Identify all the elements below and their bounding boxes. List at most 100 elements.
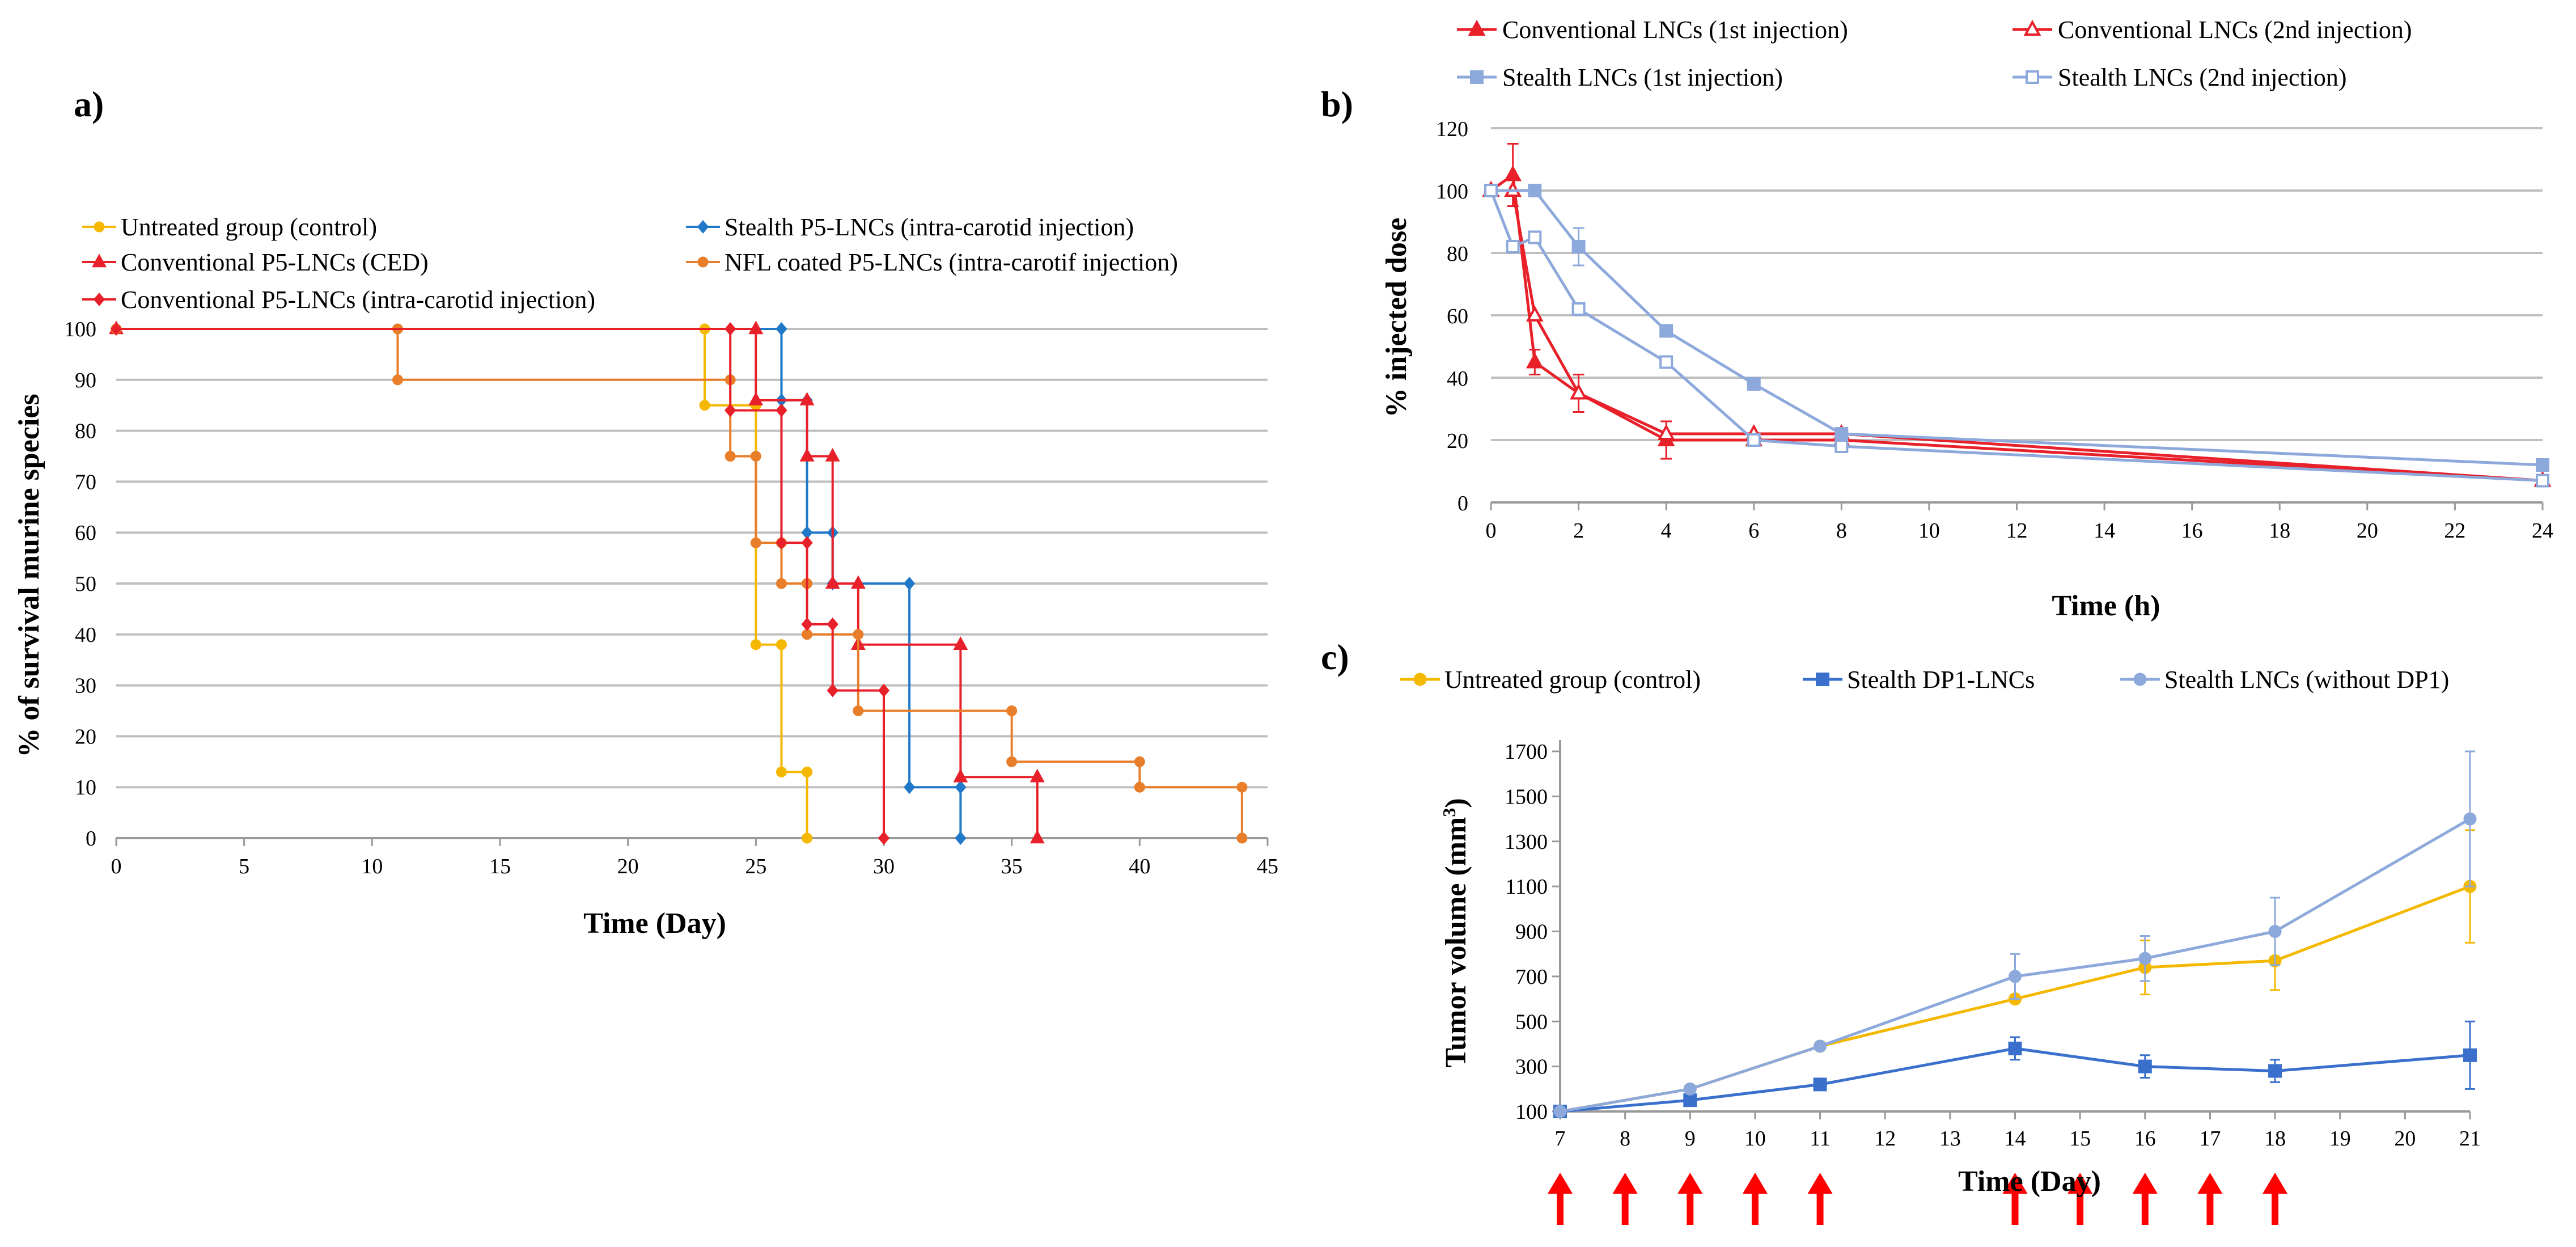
panel-a-point-nfl: [750, 537, 761, 548]
injection-arrow-icon: [1612, 1173, 1638, 1194]
injection-arrow-icon: [1742, 1173, 1768, 1194]
panel-c-x-tick-label: 11: [1810, 1127, 1831, 1151]
panel-c-y-tick-label: 500: [1515, 1010, 1548, 1034]
panel-c-legend-marker-stealth_dp1: [1816, 673, 1829, 686]
panel-a-x-tick-label: 15: [489, 855, 511, 878]
panel-c-point-stealth_dp1: [2008, 1041, 2022, 1055]
panel-b-point-stealth2: [1484, 184, 1498, 197]
panel-a-point-conventional_ced: [748, 320, 764, 335]
panel-b-x-axis-title: Time (h): [2052, 590, 2160, 622]
panel-a-y-tick-label: 100: [64, 318, 96, 341]
panel-a-point-conventional_ced: [799, 447, 815, 462]
panel-a-x-tick-label: 5: [239, 855, 249, 878]
panel-c-x-tick-label: 10: [1744, 1127, 1766, 1151]
panel-c-point-stealth_dp1: [2463, 1048, 2477, 1062]
panel-a-point-nfl: [776, 578, 787, 589]
panel-c-series: [1553, 750, 2477, 1118]
panel-c-x-tick-label: 7: [1555, 1127, 1566, 1151]
panel-b-y-tick-label: 0: [1458, 492, 1468, 515]
panel-b-point-stealth2: [1571, 302, 1586, 316]
panel-a-legend-marker-nfl: [697, 256, 709, 268]
panel-b-point-conv1: [1526, 352, 1544, 369]
panel-c-y-tick-label: 1100: [1505, 875, 1548, 899]
panel-a-point-conventional_ic: [724, 322, 736, 336]
panel-c-x-ticks: 7 8 9 10 11 12 13 14 15 16 17 18 19 20 21: [1555, 1111, 2481, 1151]
panel-b-x-tick-label: 8: [1836, 519, 1847, 543]
panel-b-y-tick-label: 60: [1447, 305, 1468, 328]
panel-b-legend-label-conv1: Conventional LNCs (1st injection): [1502, 16, 1848, 44]
panel-c-point-stealth_lnc: [2268, 925, 2282, 938]
panel-a-point-conventional_ic: [110, 322, 122, 336]
panel-a-point-conventional_ic: [776, 403, 787, 417]
panel-a-y-tick-label: 10: [75, 776, 96, 800]
panel-a-point-conventional_ic: [776, 536, 787, 550]
panel-a-point-conventional_ced: [748, 392, 764, 405]
panel-a-x-tick-label: 20: [617, 855, 639, 878]
panel-c-y-tick-label: 1700: [1505, 740, 1548, 764]
panel-b-legend-marker-conv1: [1468, 19, 1486, 36]
panel-c-y-tick-label: 300: [1515, 1055, 1548, 1079]
panel-b-y-tick-label: 40: [1447, 367, 1468, 391]
panel-a-point-stealth_p5: [776, 322, 787, 336]
panel-b-gridlines: [1491, 127, 2543, 441]
panel-a-y-tick-label: 20: [75, 725, 96, 749]
panel-c-x-tick-label: 8: [1620, 1127, 1630, 1151]
panel-b-point-stealth2: [1834, 439, 1849, 453]
panel-b-point-stealth1: [1659, 324, 1673, 338]
panel-a-x-tick-label: 25: [745, 855, 766, 878]
panel-a-point-conventional_ced: [953, 768, 968, 783]
panel-a-point-nfl: [1006, 705, 1018, 716]
panel-b-x-tick-label: 22: [2444, 519, 2465, 543]
panel-b-point-conv1: [1504, 165, 1522, 181]
panel-c-x-tick-label: 14: [2005, 1127, 2026, 1151]
panel-c-tumor-volume-chart: c) 100 300 500 700 900 1100 1300 1500 1700 7 8 9 10…: [1321, 637, 2481, 1225]
panel-b-point-stealth1: [1528, 184, 1542, 197]
panel-c-x-tick-label: 16: [2134, 1127, 2156, 1151]
panel-b-point-stealth2: [2536, 474, 2549, 488]
panel-b-x-ticks: 0 2 4 6 8 10 12 14 16 18 20 22 24: [1486, 502, 2553, 543]
panel-a-point-nfl: [750, 451, 761, 462]
panel-c-x-tick-label: 15: [2069, 1127, 2091, 1151]
panel-a-gridlines: [116, 328, 1268, 789]
panel-a-y-tick-label: 70: [75, 470, 96, 494]
panel-b-legend-marker-stealth2: [2026, 70, 2039, 84]
panel-c-y-tick-label: 100: [1515, 1100, 1548, 1124]
panel-b-point-stealth1: [1571, 240, 1586, 253]
panel-c-y-tick-label: 1500: [1505, 785, 1548, 809]
panel-a-point-nfl: [853, 705, 864, 716]
panel-c-point-stealth_lnc: [1553, 1105, 1567, 1118]
panel-c-x-tick-label: 21: [2459, 1127, 2481, 1151]
panel-a-legend-label-nfl: NFL coated P5-LNCs (intra-carotif inject…: [724, 248, 1178, 276]
panel-b-legend-label-stealth2: Stealth LNCs (2nd injection): [2058, 64, 2347, 91]
panel-a-point-nfl: [1006, 756, 1018, 767]
panel-c-legend: Untreated group (control) Stealth DP1-LNC…: [1400, 666, 2449, 694]
panel-b-point-conv2: [1526, 305, 1544, 322]
panel-b-y-tick-label: 80: [1447, 242, 1468, 266]
panel-a-point-nfl: [1236, 781, 1248, 793]
panel-c-x-axis-title: Time (Day): [1958, 1165, 2101, 1198]
panel-a-point-conventional_ced: [825, 575, 840, 589]
injection-arrow-icon: [1548, 1173, 1573, 1194]
panel-c-point-stealth_dp1: [1683, 1093, 1697, 1107]
panel-a-y-tick-label: 40: [75, 623, 96, 647]
panel-a-legend-label-untreated: Untreated group (control): [121, 213, 377, 241]
panel-a-x-axis-title: Time (Day): [583, 907, 726, 940]
panel-b-series-line-stealth2: [1489, 190, 2543, 482]
panel-c-y-tick-label: 900: [1515, 920, 1548, 944]
panel-c-label: c): [1321, 637, 1349, 677]
panel-c-y-axis-title: Tumor volume (mm3): [1439, 798, 1472, 1067]
panel-b-x-tick-label: 24: [2532, 519, 2553, 543]
panel-a-point-conventional_ced: [1029, 768, 1045, 783]
injection-arrow-icon: [2002, 1173, 2028, 1194]
panel-b-point-stealth1: [1834, 427, 1849, 441]
panel-a-point-untreated: [699, 400, 710, 411]
panel-a-point-untreated: [776, 639, 787, 650]
panel-c-x-tick-label: 19: [2329, 1127, 2351, 1151]
panel-c-legend-label-stealth_dp1: Stealth DP1-LNCs: [1847, 666, 2035, 694]
panel-a-point-conventional_ic: [827, 617, 838, 631]
panel-a-legend-marker-conventional_ced: [92, 253, 107, 268]
panel-a-point-conventional_ic: [801, 536, 813, 550]
panel-a-point-stealth_p5: [955, 780, 967, 794]
panel-c-y-ticks: 100 300 500 700 900 1100 1300 1500 1700: [1505, 740, 1560, 1124]
panel-a-point-conventional_ced: [1029, 830, 1045, 844]
